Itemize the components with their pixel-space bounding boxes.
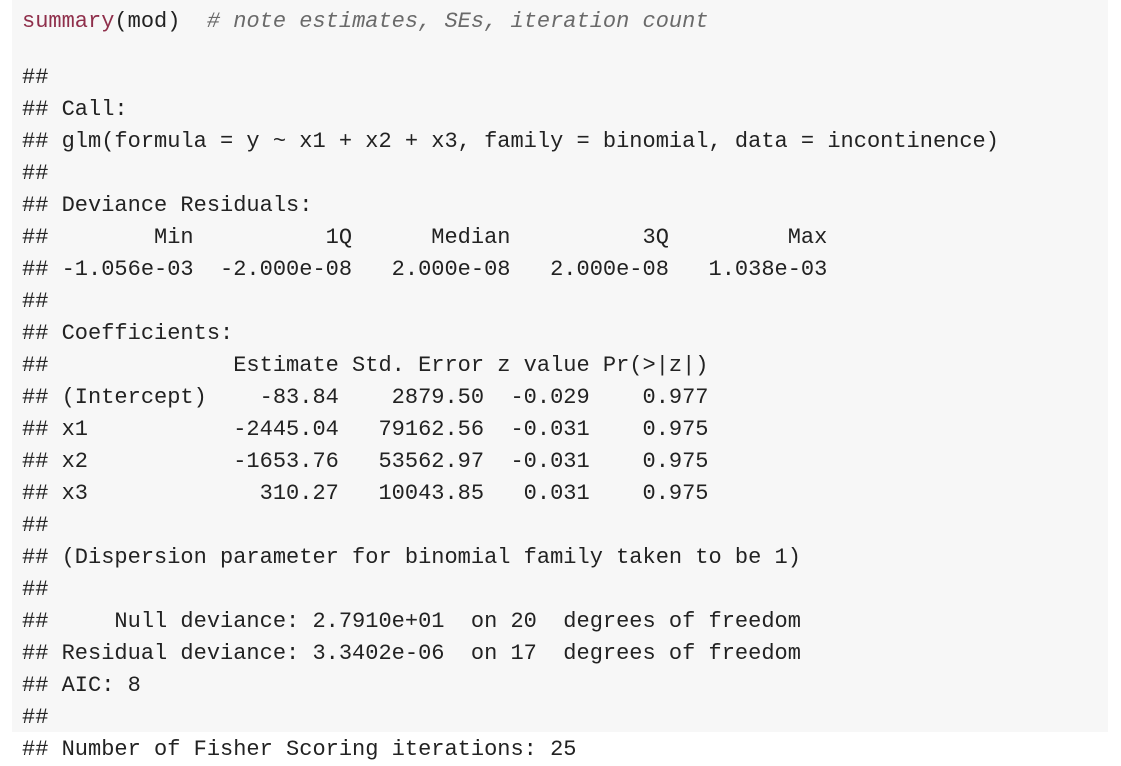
- page: summary(mod) # note estimates, SEs, iter…: [12, 0, 1108, 762]
- output-line: ## x1 -2445.04 79162.56 -0.031 0.975: [22, 417, 709, 442]
- output-line: ## glm(formula = y ~ x1 + x2 + x3, famil…: [22, 129, 999, 154]
- output-line: ## Call:: [22, 97, 128, 122]
- code-block: summary(mod) # note estimates, SEs, iter…: [12, 0, 1108, 762]
- output-line: ## Number of Fisher Scoring iterations: …: [22, 737, 577, 762]
- output-line: ##: [22, 65, 49, 90]
- output-line: ## AIC: 8: [22, 673, 141, 698]
- output-line: ##: [22, 513, 49, 538]
- output-line: ## (Dispersion parameter for binomial fa…: [22, 545, 801, 570]
- function-args: (mod): [114, 9, 181, 34]
- output-line: ## x3 310.27 10043.85 0.031 0.975: [22, 481, 709, 506]
- output-line: ## (Intercept) -83.84 2879.50 -0.029 0.9…: [22, 385, 709, 410]
- output-line: ## Estimate Std. Error z value Pr(>|z|): [22, 353, 709, 378]
- output-line: ##: [22, 161, 49, 186]
- output-line: ## Coefficients:: [22, 321, 234, 346]
- output-line: ## Deviance Residuals:: [22, 193, 313, 218]
- function-name: summary: [22, 9, 115, 34]
- code-line: summary(mod) # note estimates, SEs, iter…: [22, 6, 709, 38]
- output-line: ##: [22, 577, 49, 602]
- output-line: ## Residual deviance: 3.3402e-06 on 17 d…: [22, 641, 801, 666]
- output-line: ##: [22, 289, 49, 314]
- code-comment: # note estimates, SEs, iteration count: [206, 9, 709, 34]
- output-line: ## x2 -1653.76 53562.97 -0.031 0.975: [22, 449, 709, 474]
- output-line: ## Min 1Q Median 3Q Max: [22, 225, 828, 250]
- output-line: ## Null deviance: 2.7910e+01 on 20 degre…: [22, 609, 801, 634]
- output-line: ## -1.056e-03 -2.000e-08 2.000e-08 2.000…: [22, 257, 828, 282]
- output-line: ##: [22, 705, 49, 730]
